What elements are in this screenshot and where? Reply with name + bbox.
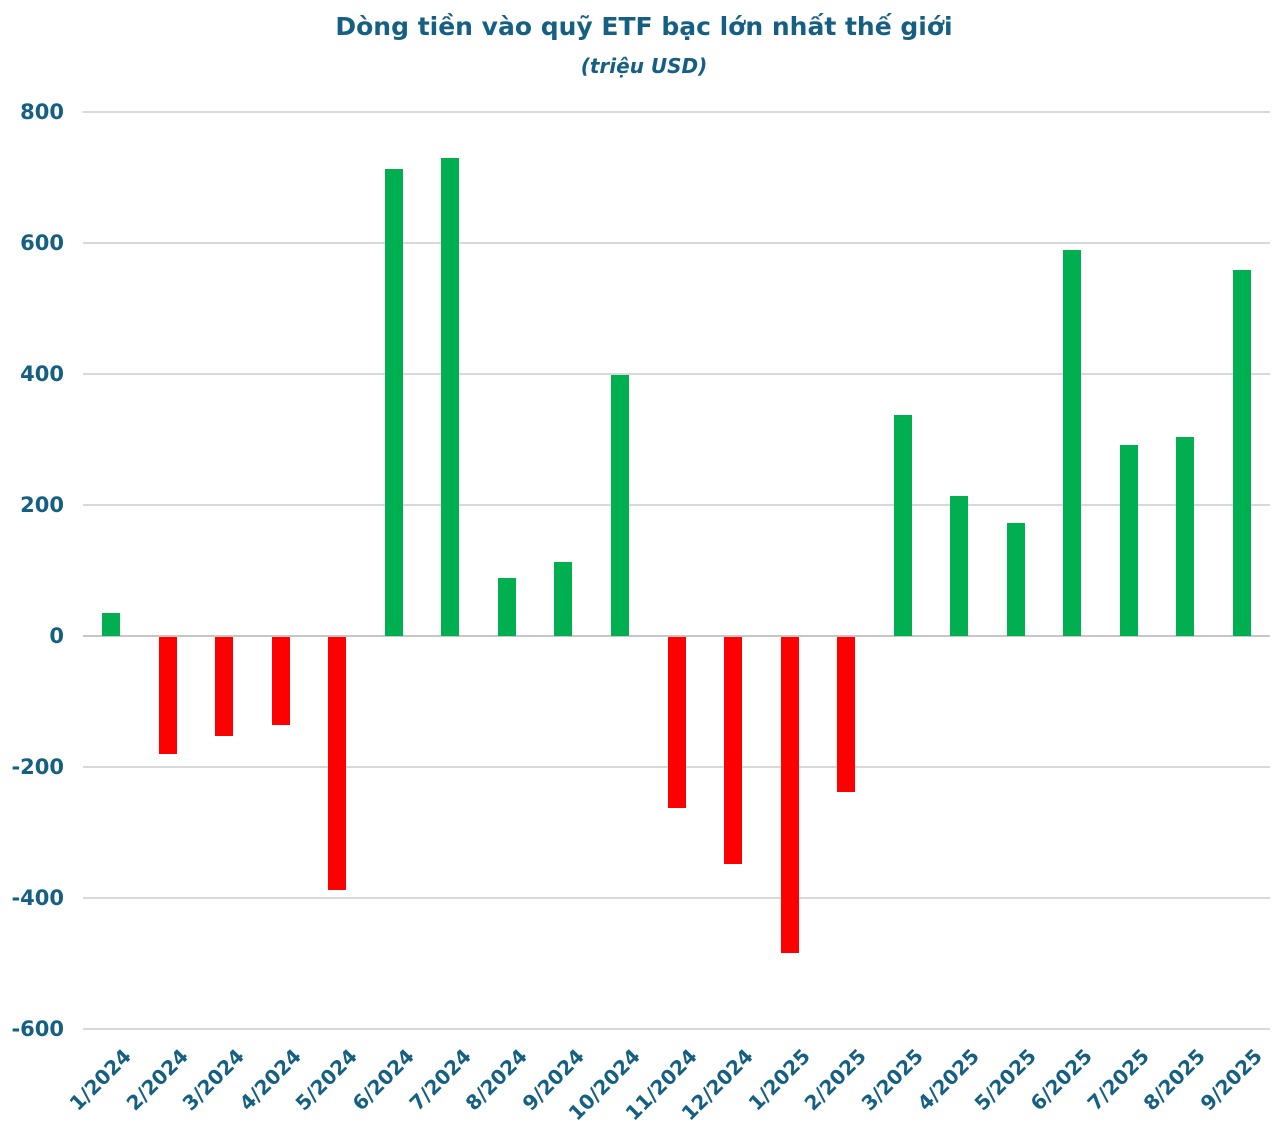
zero-gridline (83, 635, 1270, 637)
x-axis-label: 2/2024 (121, 1044, 193, 1116)
y-axis-label: 600 (20, 231, 64, 255)
y-axis-label: -200 (11, 755, 64, 779)
x-axis-label: 6/2025 (1025, 1044, 1098, 1116)
plot-area (83, 111, 1270, 1030)
chart-subtitle: (triệu USD) (580, 54, 708, 78)
chart-title: Dòng tiền vào quỹ ETF bạc lớn nhất thế g… (335, 12, 953, 41)
bar-11/2024 (667, 637, 686, 808)
x-axis-label: 6/2024 (347, 1044, 419, 1116)
bar-8/2025 (1176, 436, 1195, 636)
y-axis-label: 400 (20, 362, 64, 386)
x-axis-label: 5/2025 (969, 1044, 1041, 1116)
bar-2/2024 (158, 637, 177, 754)
bar-1/2025 (780, 637, 799, 953)
x-axis-label: 9/2025 (1195, 1044, 1267, 1116)
y-axis-label: 200 (20, 493, 64, 517)
x-axis-label: 4/2025 (912, 1044, 985, 1116)
bar-4/2025 (950, 495, 969, 636)
y-axis-label: -400 (11, 886, 64, 910)
gridline (83, 111, 1270, 113)
x-axis-label: 2/2025 (799, 1044, 872, 1116)
x-axis-label: 8/2024 (460, 1044, 532, 1116)
bar-7/2025 (1119, 444, 1138, 636)
x-axis-label: 3/2025 (856, 1044, 928, 1116)
x-axis-label: 5/2024 (290, 1044, 363, 1116)
gridline (83, 897, 1270, 899)
bar-6/2024 (384, 168, 403, 636)
x-axis-label: 1/2024 (64, 1044, 137, 1116)
gridline (83, 504, 1270, 506)
y-axis-label: 0 (49, 624, 64, 648)
y-axis-label: 800 (20, 100, 64, 124)
bar-6/2025 (1063, 250, 1082, 636)
bar-3/2025 (893, 414, 912, 636)
bar-9/2025 (1232, 269, 1251, 636)
bar-5/2024 (328, 637, 347, 890)
x-axis-label: 1/2025 (743, 1044, 815, 1116)
bar-7/2024 (441, 157, 460, 636)
y-axis-label: -600 (11, 1017, 64, 1041)
bar-5/2025 (1006, 523, 1025, 636)
bar-9/2024 (554, 561, 573, 636)
bar-10/2024 (610, 375, 629, 636)
x-axis-label: 8/2025 (1138, 1044, 1211, 1116)
x-axis-label: 3/2024 (177, 1044, 250, 1116)
gridline (83, 373, 1270, 375)
gridline (83, 1028, 1270, 1030)
x-axis-label: 7/2024 (404, 1044, 476, 1116)
bar-4/2024 (271, 637, 290, 726)
x-axis-label: 4/2024 (234, 1044, 306, 1116)
bar-1/2024 (102, 613, 121, 636)
gridline (83, 242, 1270, 244)
bar-2/2025 (837, 637, 856, 792)
x-axis-label: 7/2025 (1082, 1044, 1154, 1116)
bar-8/2024 (497, 578, 516, 636)
bar-3/2024 (215, 637, 234, 736)
bar-12/2024 (724, 637, 743, 864)
